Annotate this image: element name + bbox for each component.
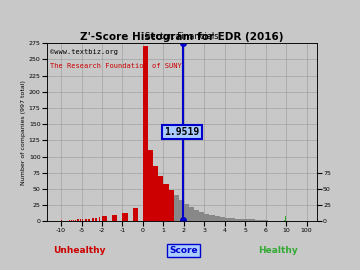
Bar	[220, 217, 225, 221]
Bar	[61, 220, 62, 221]
Bar	[71, 220, 72, 221]
Bar	[133, 208, 138, 221]
Bar	[215, 216, 220, 221]
Bar	[99, 217, 100, 221]
Bar	[225, 218, 230, 221]
Bar	[73, 220, 75, 221]
Text: ©www.textbiz.org: ©www.textbiz.org	[50, 49, 117, 55]
Bar	[250, 220, 256, 221]
Bar	[266, 220, 267, 221]
Bar	[69, 220, 70, 221]
Bar	[148, 150, 153, 221]
Bar	[143, 46, 148, 221]
Text: Sector: Financials: Sector: Financials	[145, 32, 219, 41]
Text: 1.9519: 1.9519	[164, 127, 199, 137]
Bar	[102, 216, 107, 221]
Bar	[179, 200, 184, 221]
Bar	[199, 212, 204, 221]
Bar	[95, 218, 97, 221]
Bar	[240, 219, 245, 221]
Bar	[163, 184, 168, 221]
Text: Healthy: Healthy	[258, 246, 298, 255]
Text: Unhealthy: Unhealthy	[53, 246, 106, 255]
Bar	[204, 214, 210, 221]
Bar	[285, 216, 286, 221]
Bar	[80, 220, 81, 221]
Bar	[174, 195, 179, 221]
Bar	[153, 166, 158, 221]
Bar	[210, 215, 215, 221]
Bar	[194, 210, 199, 221]
Bar	[256, 220, 261, 221]
Bar	[261, 220, 266, 221]
Y-axis label: Number of companies (997 total): Number of companies (997 total)	[21, 80, 26, 185]
Bar	[82, 220, 83, 221]
Bar	[267, 220, 268, 221]
Bar	[189, 207, 194, 221]
Bar	[230, 218, 235, 221]
Bar	[112, 215, 117, 221]
Bar	[158, 176, 163, 221]
Bar	[184, 204, 189, 221]
Title: Z'-Score Histogram for EDR (2016): Z'-Score Histogram for EDR (2016)	[80, 32, 284, 42]
Bar	[235, 219, 240, 221]
Bar	[245, 220, 250, 221]
Bar	[122, 213, 127, 221]
Bar	[77, 220, 78, 221]
Bar	[89, 219, 90, 221]
Bar	[92, 218, 94, 221]
Text: Score: Score	[170, 246, 198, 255]
Bar	[168, 190, 174, 221]
Bar	[284, 220, 285, 221]
Bar	[85, 219, 87, 221]
Text: The Research Foundation of SUNY: The Research Foundation of SUNY	[50, 63, 181, 69]
